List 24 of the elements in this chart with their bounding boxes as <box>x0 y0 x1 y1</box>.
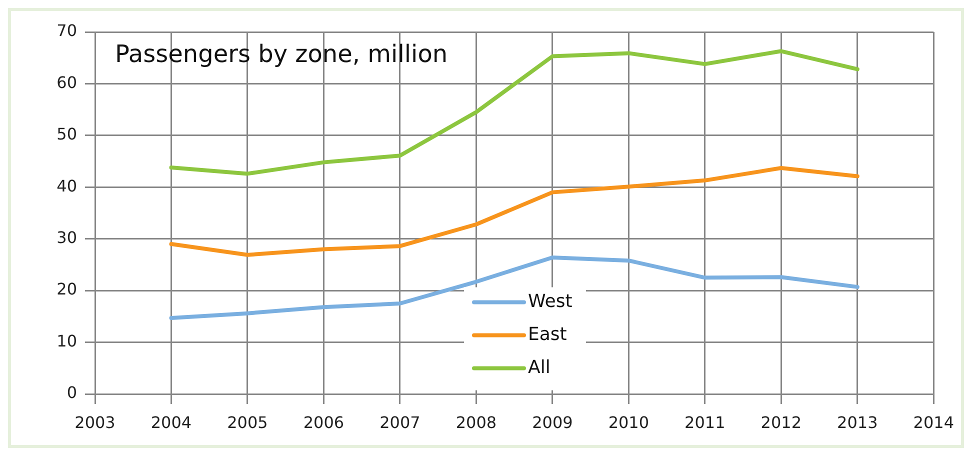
legend-label: East <box>528 324 567 345</box>
y-tick-label: 60 <box>56 72 77 92</box>
x-tick-label: 2012 <box>760 412 802 432</box>
y-tick-label: 0 <box>66 383 77 402</box>
x-tick-label: 2004 <box>150 412 192 432</box>
y-tick-label: 70 <box>56 21 77 40</box>
y-tick-label: 10 <box>56 331 77 350</box>
y-tick-label: 20 <box>56 280 77 299</box>
y-tick-label: 40 <box>56 176 77 196</box>
x-tick-label: 2009 <box>532 412 573 432</box>
x-tick-label: 2013 <box>837 412 878 432</box>
y-tick-label: 50 <box>56 124 77 144</box>
legend-label: West <box>528 290 572 312</box>
legend-label: All <box>528 356 550 378</box>
x-tick-label: 2005 <box>227 412 268 432</box>
x-tick-label: 2014 <box>913 412 954 432</box>
x-tick-label: 2007 <box>380 412 420 432</box>
y-tick-label: 30 <box>56 228 77 248</box>
x-tick-label: 2006 <box>303 412 344 432</box>
x-tick-label: 2011 <box>684 412 726 432</box>
x-tick-label: 2008 <box>456 412 497 432</box>
x-tick-label: 2010 <box>608 412 650 432</box>
chart-title: Passengers by zone, million <box>115 40 448 68</box>
x-tick-label: 2003 <box>74 412 116 432</box>
